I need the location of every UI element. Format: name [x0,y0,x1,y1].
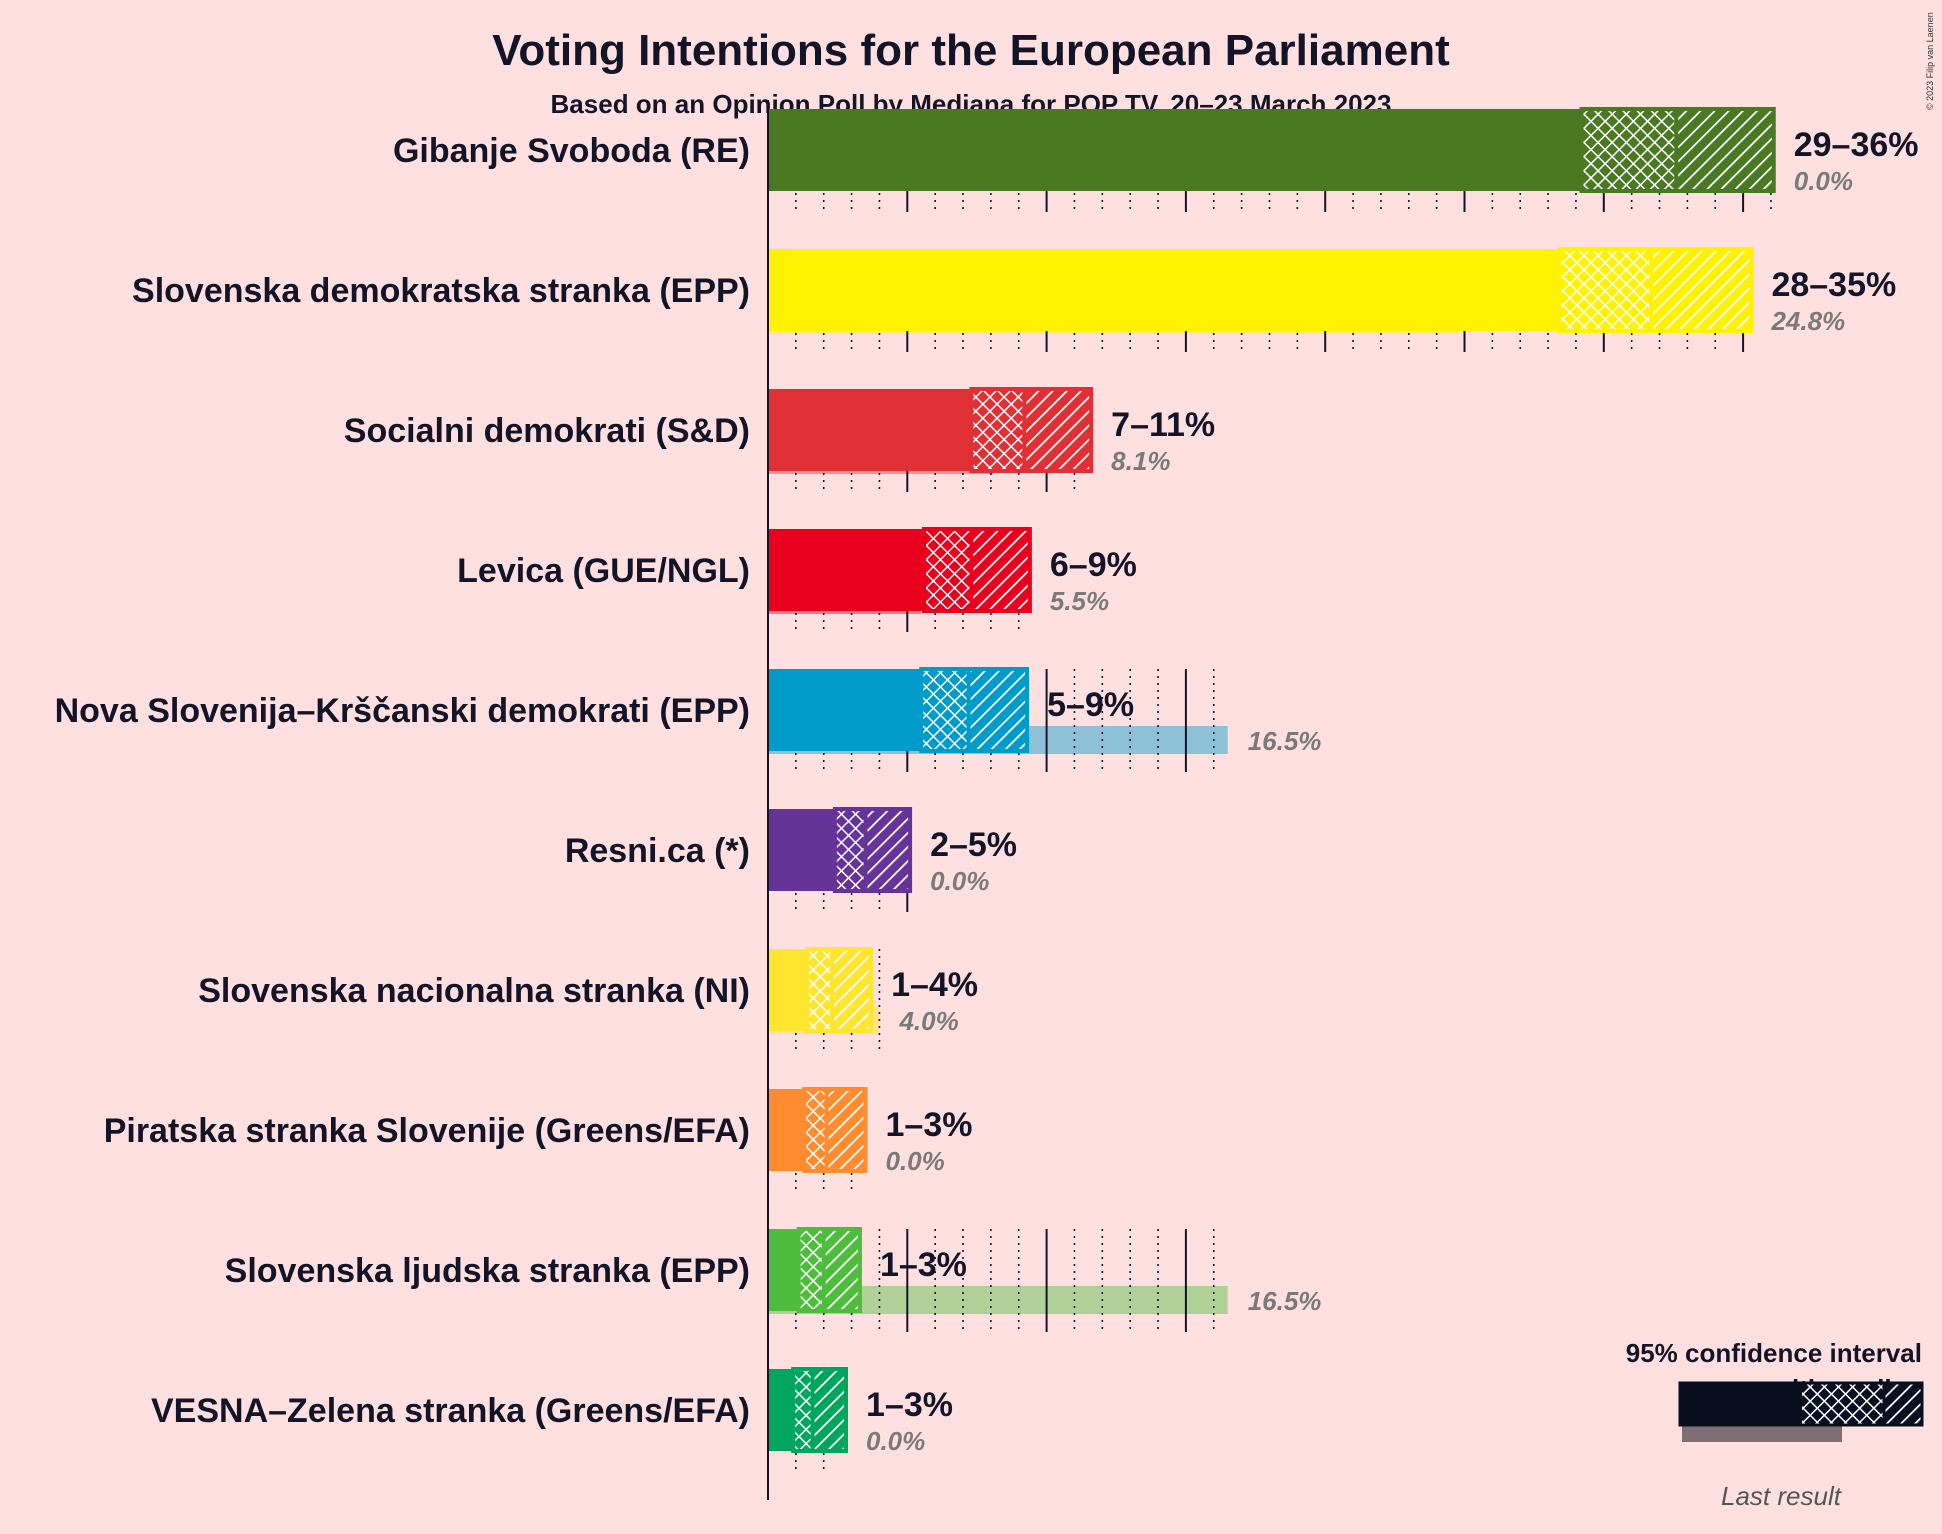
ci-upper-half-pattern [968,669,1028,751]
legend-title-line1: 95% confidence interval [1626,1338,1922,1368]
party-label: VESNA–Zelena stranka (Greens/EFA) [151,1392,750,1430]
ci-low-bar [768,1229,799,1311]
range-label: 28–35% [1771,266,1896,304]
ci-outline [805,947,874,1033]
ci-upper-half-pattern [1676,109,1774,191]
party-label: Levica (GUE/NGL) [457,552,750,590]
party-label: Socialni demokrati (S&D) [344,412,750,450]
ci-upper-half-pattern [823,1229,860,1311]
range-label: 6–9% [1050,546,1137,584]
ci-low-bar [768,1369,794,1451]
ci-upper-half-pattern [971,529,1030,611]
ci-lower-half-pattern [1581,109,1677,191]
range-label: 1–3% [880,1246,967,1284]
ci-lower-half-pattern [924,529,972,611]
party-label: Slovenska ljudska stranka (EPP) [225,1252,750,1290]
party-label: Slovenska nacionalna stranka (NI) [198,972,750,1010]
last-result-label: 0.0% [886,1146,945,1176]
legend-last-result-bar [1682,1424,1842,1442]
chart-title: Voting Intentions for the European Parli… [492,26,1450,75]
ci-low-bar [768,389,972,471]
ci-outline [969,387,1094,473]
last-result-label: 0.0% [1794,166,1853,196]
ci-low-bar [768,529,925,611]
party-label: Resni.ca (*) [565,832,750,870]
legend-hatch-pattern [1884,1383,1922,1425]
copyright: © 2023 Filip van Laenen [1925,12,1935,110]
ci-outline [919,667,1030,753]
ci-upper-half-pattern [1651,249,1752,331]
ci-lower-half-pattern [807,949,833,1031]
ci-upper-half-pattern [1024,389,1092,471]
range-label: 1–3% [886,1106,973,1144]
last-result-label: 16.5% [1248,1286,1322,1316]
ci-outline [922,527,1032,613]
last-result-label: 0.0% [866,1426,925,1456]
ci-lower-half-pattern [1559,249,1652,331]
ci-low-bar [768,109,1582,191]
last-result-label: 5.5% [1050,586,1109,616]
ci-upper-half-pattern [865,809,911,891]
legend-cross-pattern [1802,1383,1884,1425]
ci-lower-half-pattern [921,669,969,751]
ci-low-bar [768,949,808,1031]
ci-lower-half-pattern [834,809,866,891]
ci-upper-half-pattern [812,1369,847,1451]
ci-upper-half-pattern [826,1089,866,1171]
ci-lower-half-pattern [971,389,1025,471]
range-label: 1–3% [866,1386,953,1424]
legend: 95% confidence interval with median Last… [1626,1338,1924,1511]
ci-outline [802,1087,868,1173]
legend-outline [1678,1381,1924,1427]
ci-lower-half-pattern [793,1369,813,1451]
range-label: 2–5% [930,826,1017,864]
party-label: Gibanje Svoboda (RE) [393,132,750,170]
range-label: 7–11% [1111,406,1215,444]
ci-lower-half-pattern [804,1089,827,1171]
ci-outline [832,807,913,893]
last-result-label: 24.8% [1770,306,1845,336]
last-result-label: 16.5% [1248,726,1322,756]
ci-low-bar [768,669,922,751]
ci-outline [796,1227,862,1313]
party-label: Slovenska demokratska stranka (EPP) [132,272,750,310]
range-label: 29–36% [1794,126,1919,164]
bars-group: Gibanje Svoboda (RE) 29–36%0.0%Slovenska … [55,100,1919,1500]
legend-last-result-label: Last result [1721,1481,1843,1511]
ci-low-bar [768,809,835,891]
ci-low-bar [768,249,1560,331]
last-result-label: 8.1% [1111,446,1170,476]
ci-outline [791,1367,849,1453]
range-label: 1–4% [891,966,978,1004]
party-label: Piratska stranka Slovenije (Greens/EFA) [104,1112,750,1150]
ci-lower-half-pattern [798,1229,824,1311]
last-result-label: 4.0% [898,1006,958,1036]
legend-solid-bar [1680,1383,1802,1425]
ci-low-bar [768,1089,805,1171]
ci-upper-half-pattern [832,949,872,1031]
last-result-label: 0.0% [930,866,989,896]
range-label: 5–9% [1047,686,1134,724]
ci-outline [1557,247,1754,333]
party-label: Nova Slovenija–Krščanski demokrati (EPP) [55,692,750,730]
